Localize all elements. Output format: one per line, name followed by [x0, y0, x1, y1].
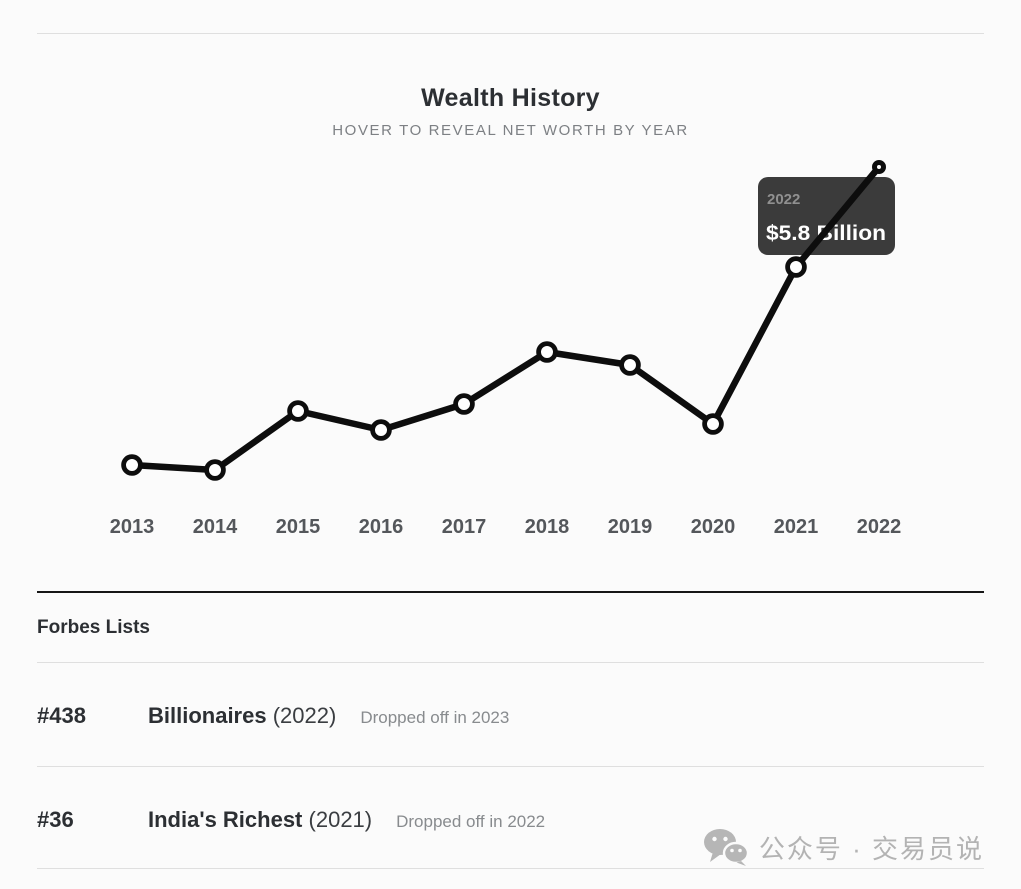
- bottom-divider: [37, 868, 984, 869]
- watermark-text: 公众号 · 交易员说: [758, 833, 984, 864]
- chart-header: Wealth History HOVER TO REVEAL NET WORTH…: [37, 84, 984, 139]
- x-axis-label-2015: 2015: [276, 516, 321, 538]
- data-point-2022[interactable]: [872, 160, 886, 174]
- chart-subtitle: HOVER TO REVEAL NET WORTH BY YEAR: [332, 122, 689, 139]
- section-divider-dark: [37, 591, 984, 593]
- rank-badge: #36: [37, 807, 74, 832]
- tooltip-box: [758, 177, 895, 255]
- watermark: 公众号 · 交易员说: [703, 828, 984, 866]
- list-link-indias-richest[interactable]: India's Richest (2021): [148, 807, 372, 833]
- forbes-lists-heading: Forbes Lists: [37, 617, 150, 638]
- data-point-2017[interactable]: [453, 393, 475, 415]
- row-divider-2: [37, 766, 984, 767]
- list-year-label: (2022): [272, 703, 337, 728]
- tooltip-value: $5.8 Billion: [766, 222, 886, 245]
- wechat-icon: [703, 829, 749, 866]
- list-name-label: India's Richest: [148, 807, 303, 832]
- data-point-2018[interactable]: [536, 341, 558, 363]
- data-point-2019[interactable]: [619, 354, 641, 376]
- tooltip-year: 2022: [767, 191, 800, 208]
- data-point-2020[interactable]: [702, 413, 724, 435]
- top-divider: [37, 33, 984, 34]
- data-point-2021[interactable]: [785, 256, 807, 278]
- x-axis-label-2017: 2017: [442, 516, 487, 538]
- x-axis-label-2022: 2022: [857, 516, 902, 538]
- drop-status-label: Dropped off in 2023: [360, 708, 510, 727]
- row-divider-1: [37, 662, 984, 663]
- x-axis-label-2018: 2018: [525, 516, 570, 538]
- rank-badge: #438: [37, 703, 86, 728]
- data-point-2013[interactable]: [121, 454, 143, 476]
- forbes-list-row-billionaires: #438 Billionaires (2022) Dropped off in …: [37, 703, 984, 729]
- data-point-2016[interactable]: [370, 419, 392, 441]
- x-axis-label-2021: 2021: [774, 516, 819, 538]
- x-axis-label-2019: 2019: [608, 516, 653, 538]
- data-point-2014[interactable]: [204, 459, 226, 481]
- x-axis-label-2014: 2014: [193, 516, 238, 538]
- x-axis-label-2020: 2020: [691, 516, 736, 538]
- x-axis-label-2016: 2016: [359, 516, 404, 538]
- forbes-list-row-indias-richest: #36 India's Richest (2021) Dropped off i…: [37, 807, 984, 833]
- list-year-label: (2021): [308, 807, 373, 832]
- data-point-2015[interactable]: [287, 400, 309, 422]
- chart-title: Wealth History: [421, 84, 600, 112]
- wealth-line-series: [128, 163, 883, 474]
- list-link-billionaires[interactable]: Billionaires (2022): [148, 703, 336, 729]
- drop-status-label: Dropped off in 2022: [396, 812, 546, 831]
- list-name-label: Billionaires: [148, 703, 267, 728]
- x-axis-label-2013: 2013: [110, 516, 155, 538]
